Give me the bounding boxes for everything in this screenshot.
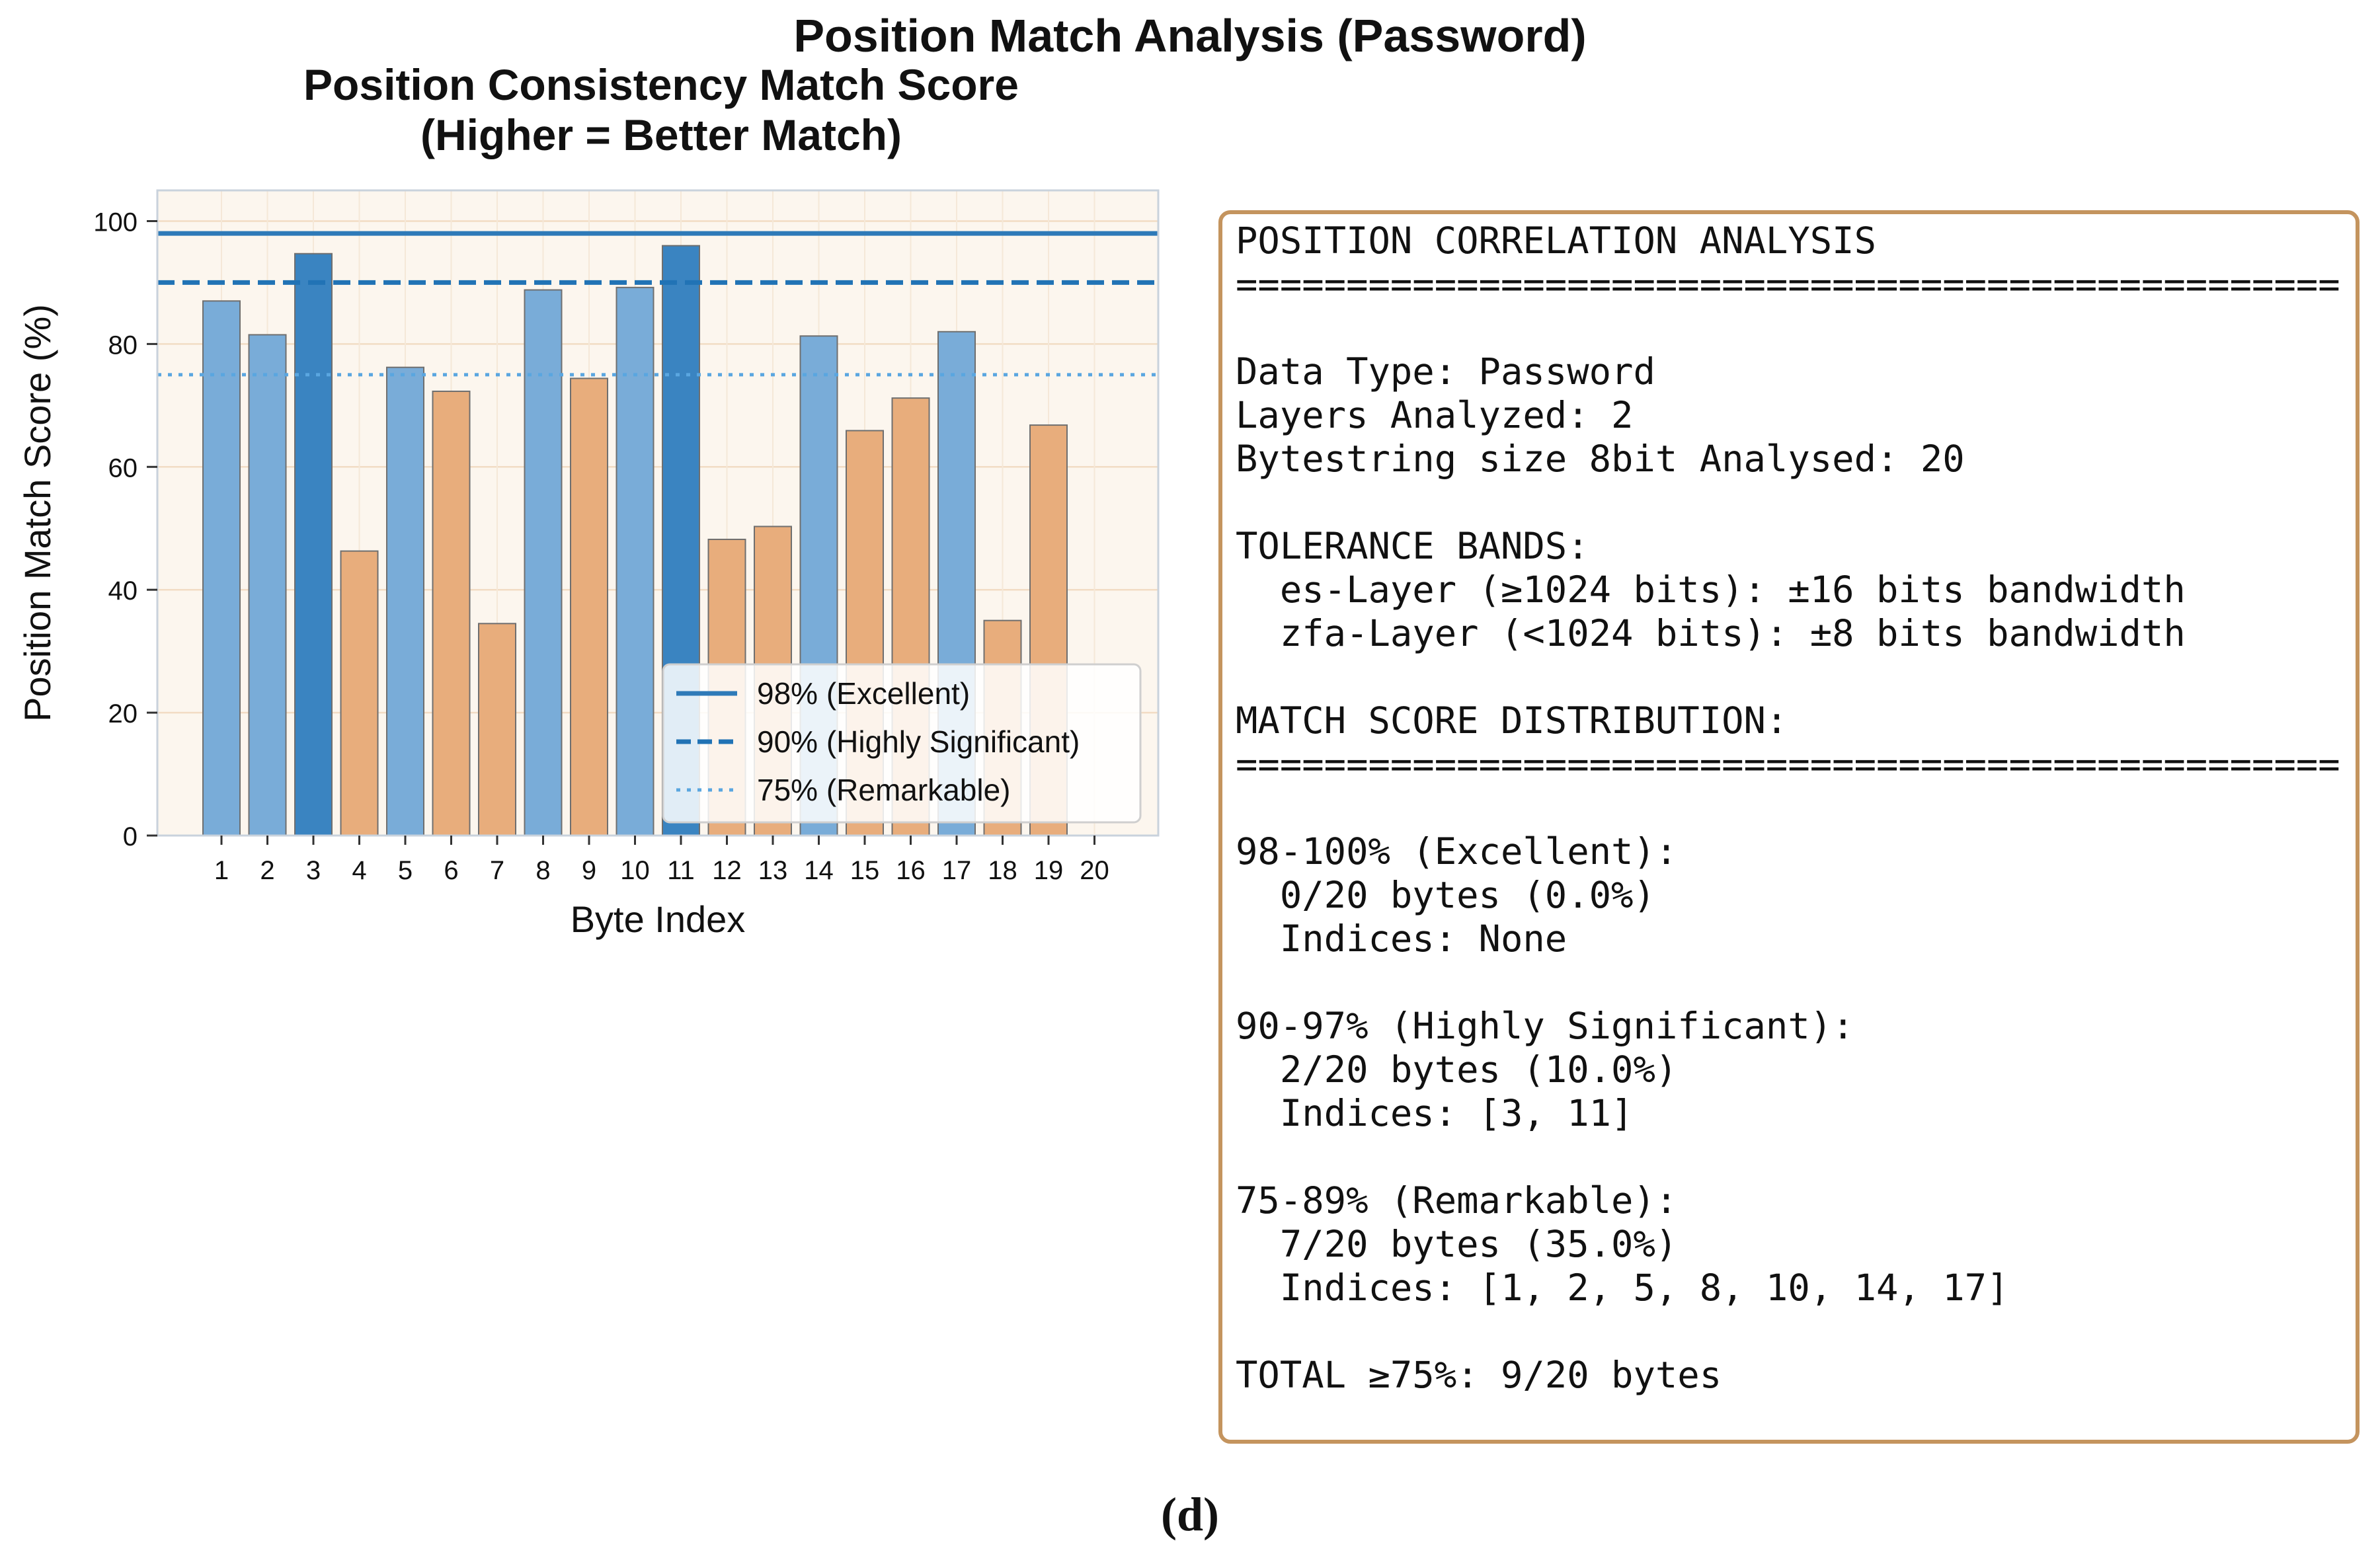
x-tick-label: 14 — [804, 856, 834, 885]
analysis-line: Layers Analyzed: 2 — [1236, 394, 1634, 437]
analysis-line: 98-100% (Excellent): — [1236, 830, 1678, 873]
x-tick-label: 13 — [758, 856, 788, 885]
x-tick-label: 3 — [306, 856, 321, 885]
bar — [478, 623, 516, 836]
analysis-line: 0/20 bytes (0.0%) — [1236, 874, 1655, 917]
analysis-text-panel: POSITION CORRELATION ANALYSIS ===========… — [1218, 210, 2360, 1444]
y-tick-label: 100 — [93, 208, 138, 237]
x-tick-label: 4 — [352, 856, 366, 885]
x-tick-label: 7 — [490, 856, 504, 885]
x-tick-label: 11 — [667, 856, 695, 885]
y-tick-label: 60 — [108, 453, 138, 483]
analysis-line: Indices: None — [1236, 918, 1567, 960]
analysis-line: Bytestring size 8bit Analysed: 20 — [1236, 438, 1965, 481]
x-tick-label: 19 — [1034, 856, 1064, 885]
legend-label: 98% (Excellent) — [757, 676, 970, 711]
bar — [248, 334, 287, 836]
x-tick-label: 18 — [988, 856, 1017, 885]
bar — [524, 289, 563, 836]
y-tick-label: 20 — [108, 699, 138, 728]
analysis-line — [1236, 1310, 2356, 1354]
analysis-line — [1236, 481, 2356, 525]
x-axis-label: Byte Index — [571, 898, 746, 940]
analysis-line — [1236, 1136, 2356, 1179]
analysis-line: zfa-Layer (<1024 bits): ±8 bits bandwidt… — [1236, 612, 2186, 655]
y-axis-label: Position Match Score (%) — [17, 304, 58, 722]
x-tick-label: 15 — [850, 856, 880, 885]
analysis-line: Indices: [3, 11] — [1236, 1092, 1634, 1135]
bar — [615, 286, 654, 837]
legend-box — [662, 663, 1142, 824]
x-tick-label: 20 — [1080, 856, 1109, 885]
bar — [432, 390, 471, 836]
x-tick-label: 5 — [398, 856, 413, 885]
chart-title-line-1: Position Consistency Match Score — [303, 60, 1019, 109]
bar — [386, 366, 424, 836]
analysis-line — [1236, 656, 2356, 699]
x-tick-label: 10 — [620, 856, 650, 885]
analysis-line: MATCH SCORE DISTRIBUTION: — [1236, 699, 1788, 742]
x-tick-label: 8 — [536, 856, 550, 885]
analysis-line: ========================================… — [1236, 263, 2340, 306]
x-tick-label: 16 — [896, 856, 926, 885]
analysis-line — [1236, 787, 2356, 830]
analysis-line: Data Type: Password — [1236, 350, 1655, 393]
analysis-line: 2/20 bytes (10.0%) — [1236, 1048, 1678, 1091]
reference-lines — [157, 231, 1158, 377]
bar — [340, 550, 379, 837]
x-tick-label: 6 — [444, 856, 458, 885]
chart-title-line-2: (Higher = Better Match) — [420, 110, 902, 159]
analysis-line — [1236, 307, 2356, 350]
x-tick-label: 17 — [942, 856, 972, 885]
legend: 98% (Excellent) 90% (Highly Significant) 7… — [662, 663, 1142, 824]
bar — [294, 253, 333, 836]
x-tick-label: 2 — [260, 856, 274, 885]
figure-title: Position Match Analysis (Password) — [793, 10, 1587, 61]
analysis-line: 75-89% (Remarkable): — [1236, 1179, 1678, 1222]
legend-label: 75% (Remarkable) — [757, 773, 1010, 807]
bar — [570, 377, 608, 836]
x-tick-label: 1 — [214, 856, 229, 885]
plot-frame — [156, 189, 1160, 837]
chart-title: Position Consistency Match Score (Higher… — [159, 59, 1164, 160]
y-tick-label: 0 — [123, 822, 138, 851]
analysis-line: es-Layer (≥1024 bits): ±16 bits bandwidt… — [1236, 568, 2186, 611]
analysis-line — [1236, 961, 2356, 1005]
analysis-line: TOTAL ≥75%: 9/20 bytes — [1236, 1354, 1722, 1397]
subfigure-label: (d) — [1161, 1488, 1219, 1541]
x-tick-label: 9 — [582, 856, 596, 885]
legend-label: 90% (Highly Significant) — [757, 724, 1080, 759]
analysis-line: TOLERANCE BANDS: — [1236, 525, 1589, 568]
analysis-line: 90-97% (Highly Significant): — [1236, 1005, 1854, 1048]
analysis-line: POSITION CORRELATION ANALYSIS — [1236, 219, 1877, 262]
analysis-line: ========================================… — [1236, 743, 2340, 786]
analysis-line: 7/20 bytes (35.0%) — [1236, 1223, 1678, 1266]
y-tick-label: 80 — [108, 331, 138, 360]
bar — [202, 300, 241, 837]
y-tick-label: 40 — [108, 576, 138, 606]
analysis-line: Indices: [1, 2, 5, 8, 10, 14, 17] — [1236, 1267, 2009, 1310]
x-tick-label: 12 — [712, 856, 742, 885]
